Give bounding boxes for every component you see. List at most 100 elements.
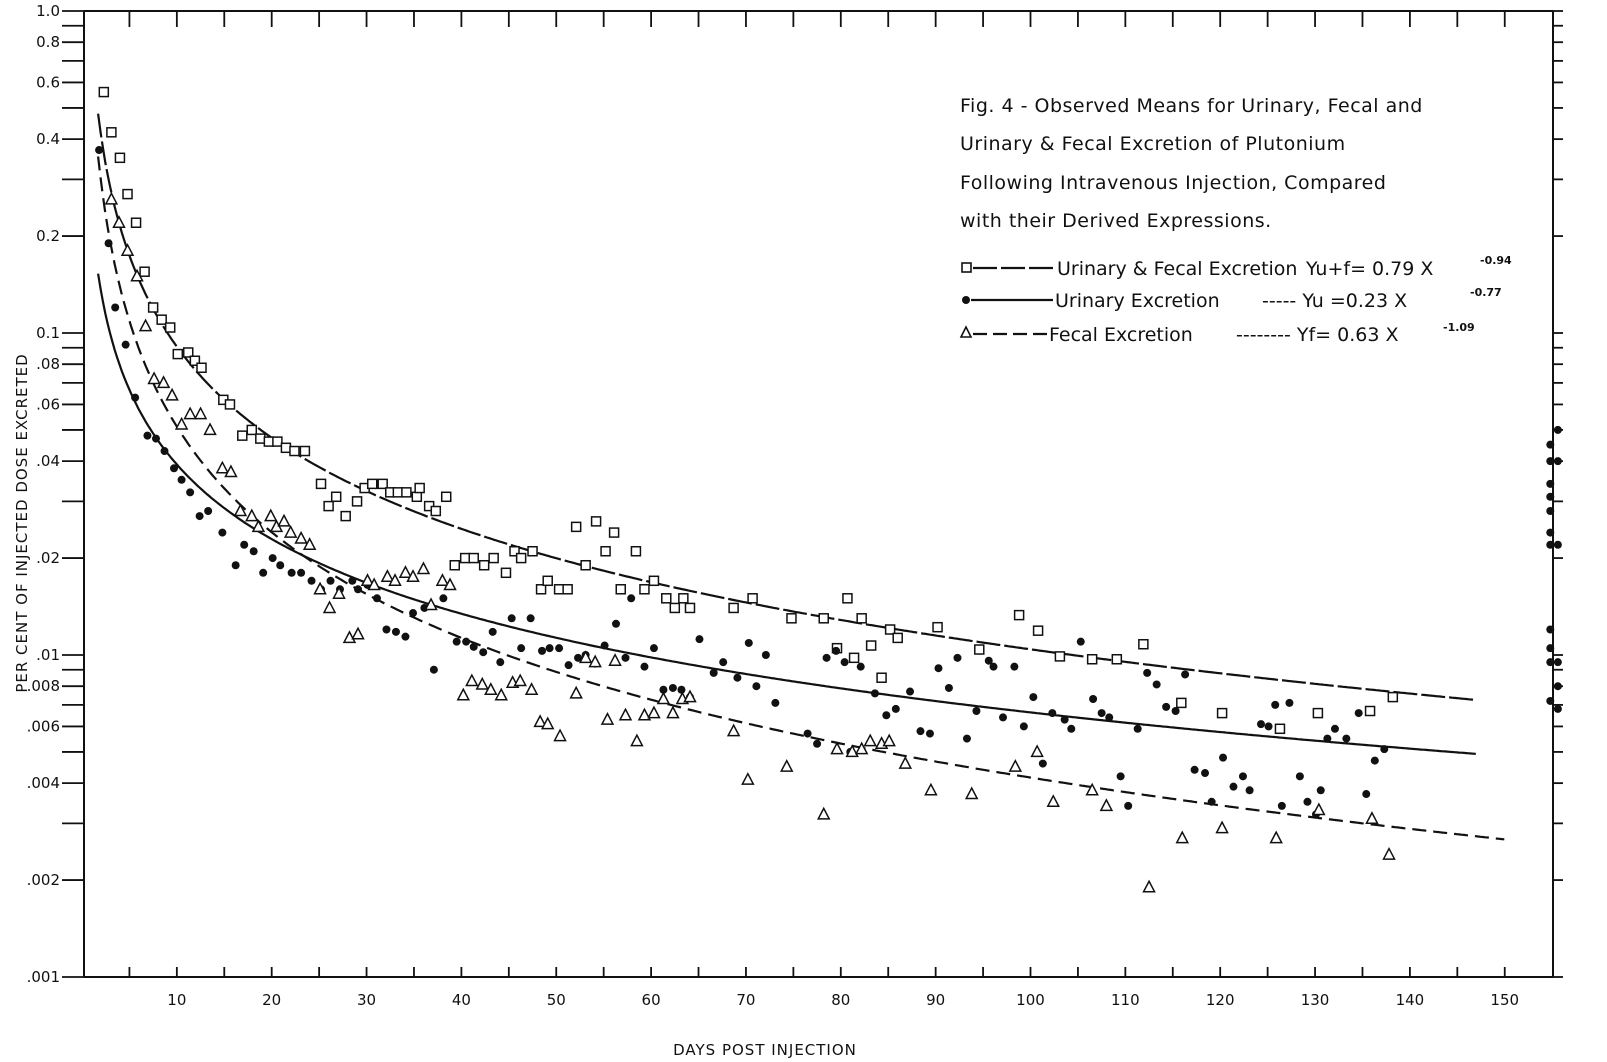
square-point (865, 640, 877, 651)
dot-marker-icon (962, 296, 970, 304)
dot-point (989, 662, 998, 671)
square-point (106, 127, 117, 138)
dot-point (195, 512, 204, 521)
square-point (553, 584, 565, 595)
dot-point (268, 554, 277, 563)
square-point (515, 552, 527, 564)
fit-curve-1 (97, 273, 1476, 755)
square-point (299, 445, 311, 457)
triangle-point (475, 676, 490, 690)
triangle-point (854, 741, 869, 755)
triangle-point (863, 733, 877, 747)
triangle-point (456, 687, 471, 701)
square-point (392, 487, 404, 498)
triangle-point (779, 759, 794, 772)
triangle-point (741, 772, 755, 785)
y-tick-label: .04 (36, 452, 60, 470)
triangle-point (120, 243, 135, 257)
square-point (147, 302, 159, 313)
dot-point (204, 507, 213, 516)
triangle-point (367, 577, 381, 591)
dot-point (1143, 668, 1152, 677)
legend-exponent-urinary: -0.77 (1470, 286, 1502, 299)
square-point (164, 322, 176, 333)
triangle-point (1099, 798, 1114, 812)
legend-label-urinary: Urinary Excretion (1055, 290, 1220, 312)
fit-curves (97, 113, 1505, 841)
triangle-point (588, 654, 602, 668)
dot-point (409, 609, 418, 618)
dot-point (143, 431, 152, 440)
triangle-point (513, 673, 527, 687)
triangle-point (1175, 830, 1189, 844)
dot-point (1019, 722, 1028, 731)
dot-point (1190, 765, 1199, 774)
triangle-point (215, 460, 230, 474)
square-point (377, 478, 388, 490)
dot-point (1342, 734, 1351, 743)
legend-entry-urinary-fecal: Urinary & Fecal Excretion Yu+f= 0.79 X -… (961, 254, 1512, 280)
dot-point (1162, 702, 1171, 711)
triangle-point (726, 723, 741, 737)
dot-point (1370, 756, 1379, 765)
triangle-point (647, 705, 661, 719)
square-point (848, 652, 860, 664)
dot-point (111, 303, 120, 312)
dot-point (1181, 670, 1190, 679)
square-point (488, 552, 499, 564)
dot-point (627, 594, 636, 603)
x-tick-label: 120 (1206, 991, 1235, 1009)
legend-entry-urinary: Urinary Excretion ----- Yu =0.23 X -0.77 (962, 286, 1502, 312)
square-point (639, 584, 650, 595)
square-point (1054, 651, 1066, 662)
triangle-point (1030, 744, 1044, 758)
dot-point (1316, 786, 1325, 795)
square-point (818, 613, 829, 624)
x-tick-label: 50 (547, 991, 566, 1009)
dot-point (177, 475, 186, 484)
y-tick-label: .008 (27, 677, 60, 695)
dot-point (1089, 695, 1098, 704)
triangle-point (964, 786, 979, 800)
square-point (255, 433, 266, 444)
triangle-point (147, 371, 161, 385)
dot-point (1067, 724, 1076, 733)
triangle-point (360, 573, 375, 587)
square-point (669, 602, 681, 614)
dot-point (659, 685, 668, 694)
dot-point (1048, 709, 1057, 718)
triangle-point (416, 561, 431, 575)
dot-point (170, 464, 179, 473)
dot-point (803, 729, 812, 738)
triangle-point (130, 268, 144, 282)
y-axis-title: PER CENT OF INJECTED DOSE EXCRETED (13, 353, 31, 692)
triangle-point (845, 744, 859, 758)
triangle-point (277, 513, 291, 527)
chart-title: Fig. 4 - Observed Means for Urinary, Fec… (960, 95, 1422, 232)
y-tick-label: .01 (36, 646, 60, 664)
dot-point (1124, 801, 1133, 810)
dot-point (231, 561, 240, 570)
dot-point (1133, 724, 1142, 733)
dot-point (555, 644, 564, 653)
square-point (289, 445, 300, 457)
dot-point (1380, 745, 1389, 754)
dot-point (621, 653, 630, 662)
square-point (1013, 609, 1025, 621)
triangle-point (1085, 782, 1099, 796)
square-point (974, 644, 985, 655)
triangle-marker-icon (959, 325, 973, 338)
square-point (1216, 707, 1228, 719)
dot-point (891, 704, 900, 713)
dot-point (488, 627, 497, 636)
dot-point (1553, 457, 1562, 466)
y-tick-label: .06 (36, 395, 60, 413)
dot-point (1171, 707, 1180, 716)
square-point (570, 521, 582, 533)
triangle-point (1008, 759, 1023, 772)
dot-point (1097, 709, 1106, 718)
dot-point (668, 683, 677, 692)
square-point (272, 436, 283, 447)
dot-point (916, 727, 925, 736)
triangle-point (1215, 820, 1229, 834)
